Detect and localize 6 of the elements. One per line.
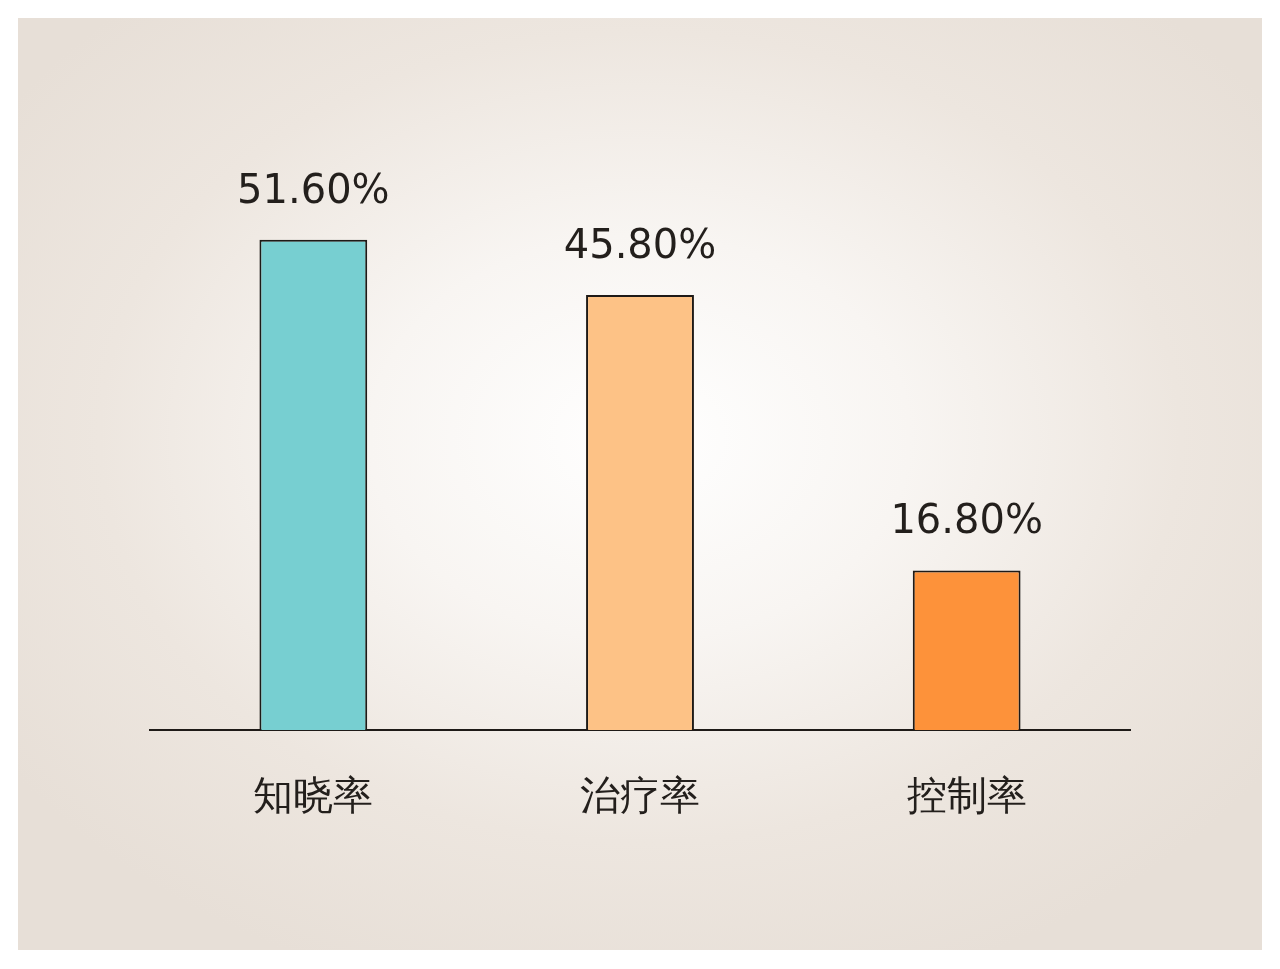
data-label: 51.60%	[237, 165, 390, 212]
x-tick-label: 治疗率	[580, 772, 700, 819]
data-label: 16.80%	[890, 496, 1043, 543]
data-label: 45.80%	[563, 220, 717, 267]
x-tick-label: 控制率	[906, 772, 1027, 819]
x-tick-label: 知晓率	[253, 772, 374, 819]
